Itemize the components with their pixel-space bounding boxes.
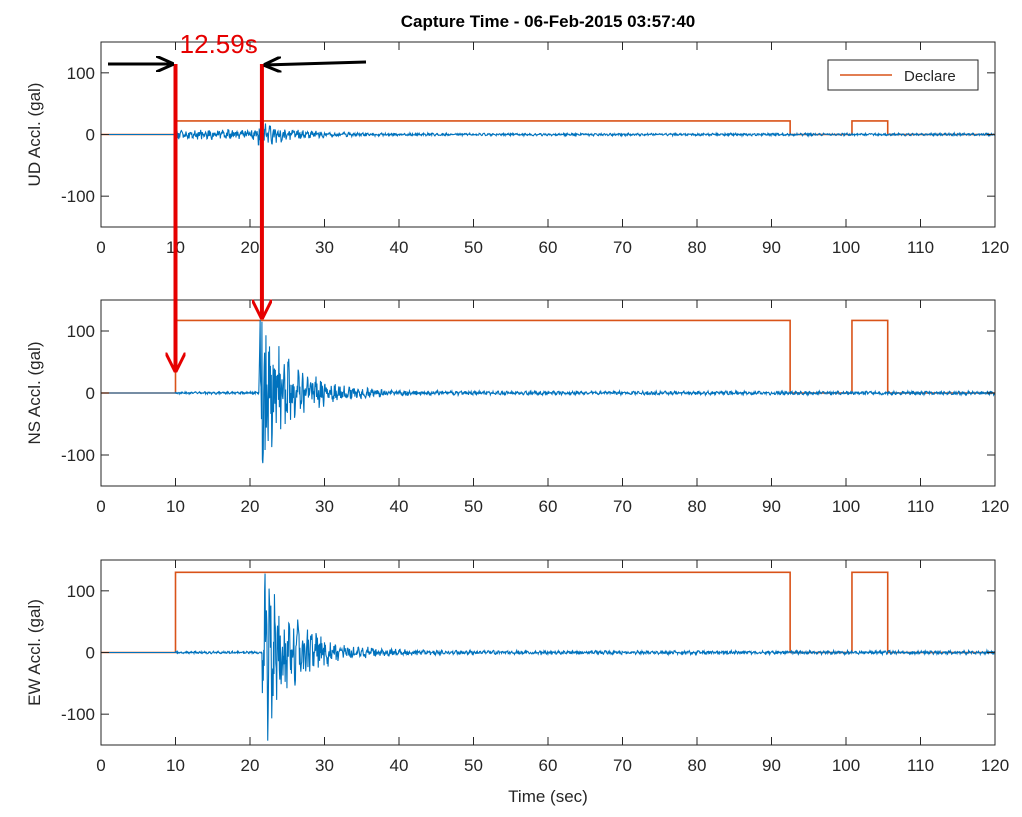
- x-tick-label: 100: [832, 756, 860, 775]
- x-tick-label: 120: [981, 497, 1009, 516]
- y-axis-label: NS Accl. (gal): [25, 342, 44, 445]
- x-tick-label: 90: [762, 238, 781, 257]
- annotation-group: 12.59s: [108, 29, 367, 372]
- x-tick-label: 90: [762, 756, 781, 775]
- x-tick-label: 0: [96, 238, 105, 257]
- legend-entry-label: Declare: [904, 68, 956, 85]
- x-tick-label: 100: [832, 238, 860, 257]
- chart-panel-3: 0 10 20 30 40 50 60 70 80 90 100 110 120 -100 0 100 EW A…: [25, 559, 1009, 806]
- acceleration-series-line: [101, 122, 995, 146]
- y-tick-label: 0: [86, 644, 95, 663]
- y-tick-label: 0: [86, 126, 95, 145]
- x-tick-label: 110: [907, 238, 934, 257]
- x-tick-label: 120: [981, 238, 1009, 257]
- x-tick-label: 110: [907, 756, 934, 775]
- x-tick-label: 80: [688, 756, 707, 775]
- x-tick-label: 60: [539, 497, 558, 516]
- y-tick-label: -100: [61, 446, 95, 465]
- interval-label: 12.59s: [180, 29, 258, 59]
- x-tick-label: 30: [315, 497, 334, 516]
- legend: Declare: [827, 59, 979, 91]
- x-tick-label: 0: [96, 756, 105, 775]
- x-tick-label: 120: [981, 756, 1009, 775]
- x-tick-label: 20: [241, 756, 260, 775]
- acceleration-series-line: [101, 573, 995, 741]
- x-tick-label: 80: [688, 497, 707, 516]
- x-tick-label: 40: [390, 756, 409, 775]
- x-tick-label: 50: [464, 238, 483, 257]
- y-tick-label: -100: [61, 187, 95, 206]
- x-tick-label: 60: [539, 238, 558, 257]
- x-tick-label: 30: [315, 756, 334, 775]
- y-axis-label: EW Accl. (gal): [25, 599, 44, 706]
- x-tick-label: 70: [613, 497, 632, 516]
- x-tick-label: 100: [832, 497, 860, 516]
- x-tick-label: 90: [762, 497, 781, 516]
- y-tick-label: 100: [67, 582, 95, 601]
- x-tick-label: 80: [688, 238, 707, 257]
- y-tick-label: 0: [86, 384, 95, 403]
- x-tick-label: 110: [907, 497, 934, 516]
- x-tick-label: 40: [390, 497, 409, 516]
- x-tick-label: 60: [539, 756, 558, 775]
- x-tick-label: 20: [241, 238, 260, 257]
- x-axis-label: Time (sec): [508, 787, 588, 806]
- x-tick-label: 50: [464, 497, 483, 516]
- x-tick-label: 0: [96, 497, 105, 516]
- chart-title: Capture Time - 06-Feb-2015 03:57:40: [401, 12, 695, 31]
- right-bracket-arrow: [264, 62, 367, 65]
- y-tick-label: 100: [67, 64, 95, 83]
- x-tick-label: 10: [166, 497, 185, 516]
- y-axis-label: UD Accl. (gal): [25, 83, 44, 187]
- x-tick-label: 30: [315, 238, 334, 257]
- x-tick-label: 20: [241, 497, 260, 516]
- chart-panel-2: 0 10 20 30 40 50 60 70 80 90 100 110 120 -100 0 100 NS A…: [25, 299, 1009, 516]
- y-tick-label: -100: [61, 705, 95, 724]
- x-tick-label: 40: [390, 238, 409, 257]
- acceleration-series-line: [101, 320, 995, 464]
- x-tick-label: 50: [464, 756, 483, 775]
- x-tick-label: 10: [166, 756, 185, 775]
- x-tick-label: 70: [613, 238, 632, 257]
- y-tick-label: 100: [67, 322, 95, 341]
- x-tick-label: 70: [613, 756, 632, 775]
